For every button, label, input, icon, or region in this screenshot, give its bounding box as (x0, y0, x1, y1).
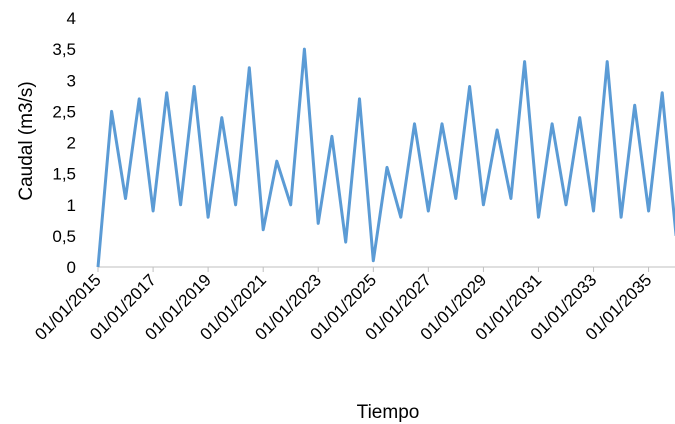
axes (97, 266, 675, 272)
series-line (96, 47, 675, 268)
y-tick-label: 3,5 (52, 40, 76, 59)
x-axis-title: Tiempo (357, 402, 420, 423)
y-tick-label: 4 (67, 9, 76, 28)
y-tick-label: 0 (67, 258, 76, 277)
y-axis-title: Caudal (m3/s) (16, 81, 37, 200)
y-tick-label: 3 (67, 71, 76, 90)
y-tick-label: 0,5 (52, 227, 76, 246)
y-tick-label: 1,5 (52, 165, 76, 184)
y-tick-label: 2 (67, 134, 76, 153)
y-tick-label: 1 (67, 196, 76, 215)
y-tick-label: 2,5 (52, 102, 76, 121)
series-layer (96, 47, 675, 268)
